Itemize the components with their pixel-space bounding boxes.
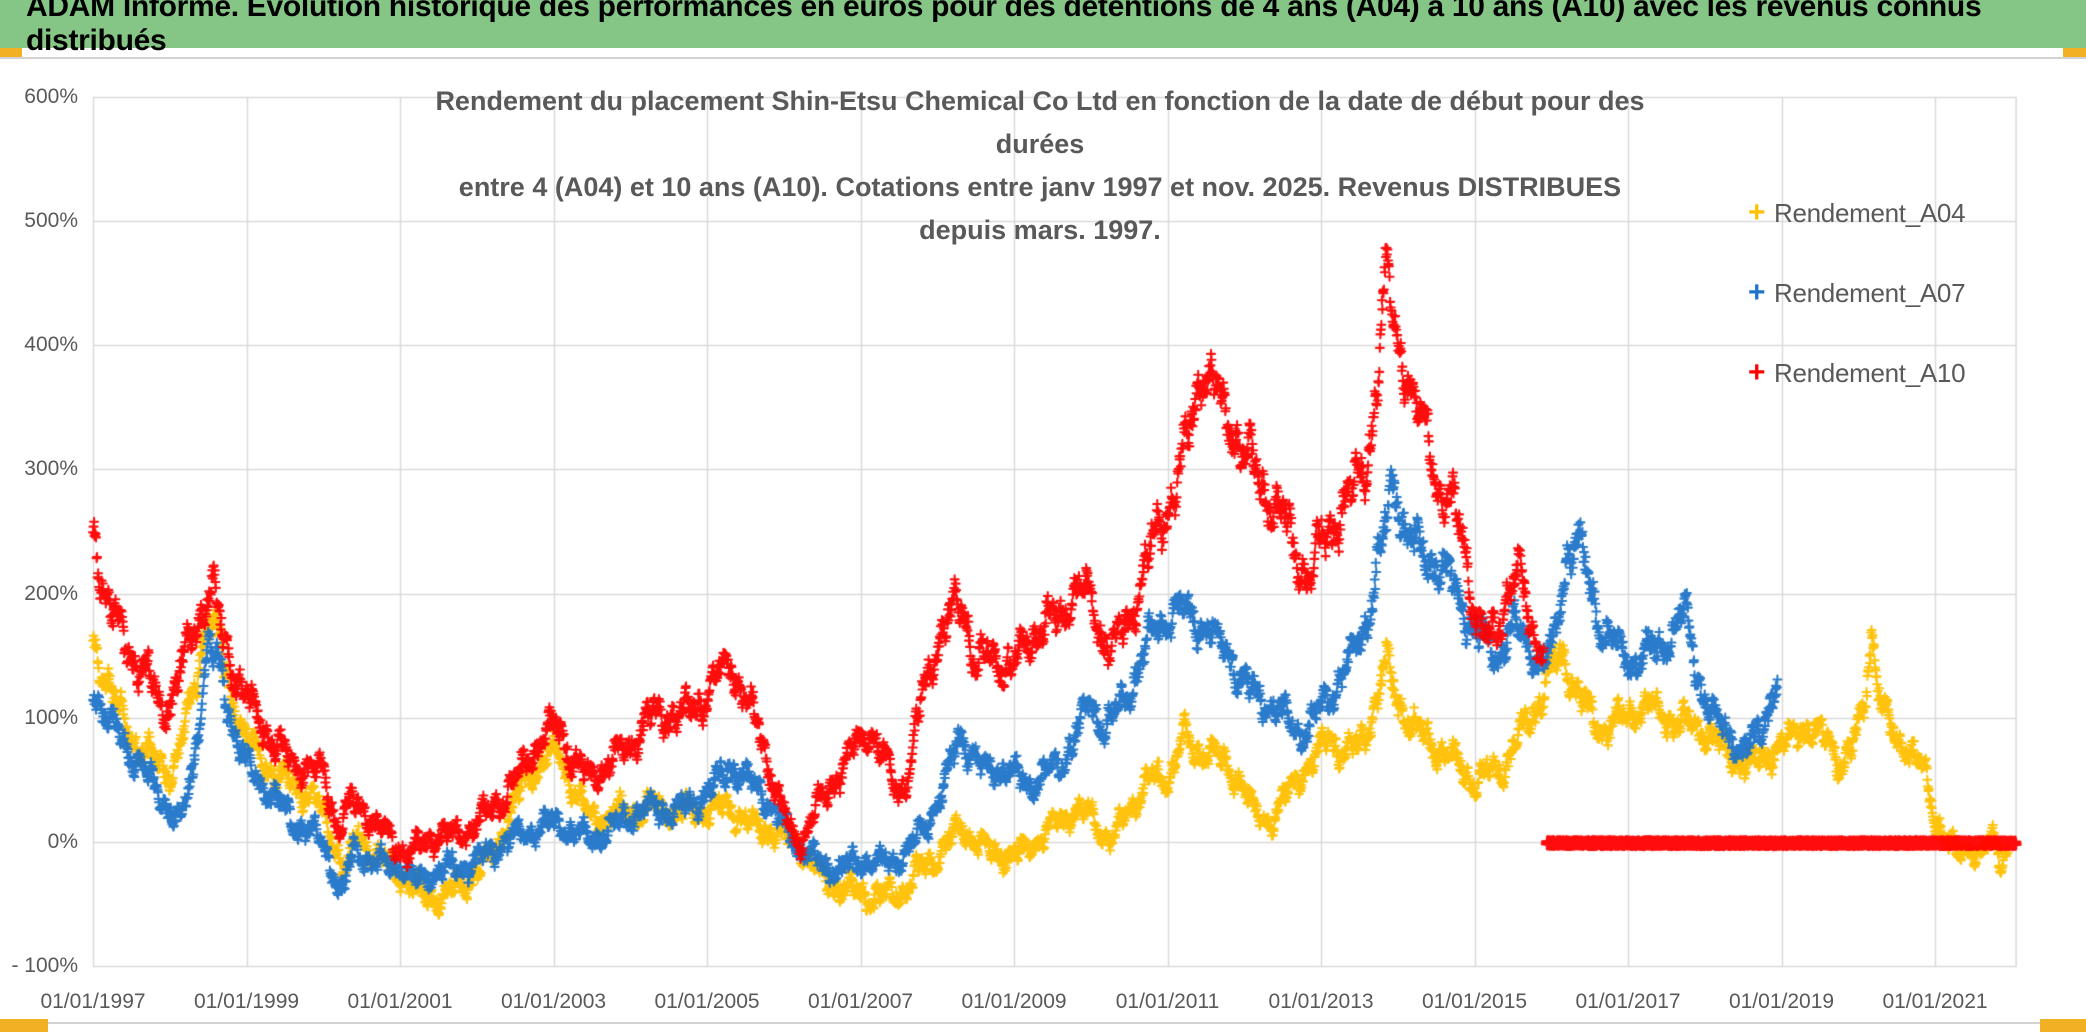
chart-title-line2: entre 4 (A04) et 10 ans (A10). Cotations… <box>458 172 1622 245</box>
y-tick-label: 0% <box>47 829 78 853</box>
chart-legend: + Rendement_A04 + Rendement_A07 + Rendem… <box>1748 196 1966 440</box>
x-tick-label: 01/01/2003 <box>500 990 607 1013</box>
x-tick-label: 01/01/2013 <box>1268 990 1374 1013</box>
y-tick-label: 500% <box>24 209 78 233</box>
legend-item-rendement-a04[interactable]: + Rendement_A04 <box>1748 196 1966 229</box>
y-tick-label: 300% <box>24 457 78 481</box>
legend-item-rendement-a10[interactable]: + Rendement_A10 <box>1748 356 1966 389</box>
y-tick-label: 200% <box>24 581 78 605</box>
y-tick-label: - 100% <box>11 954 78 978</box>
x-tick-label: 01/01/2019 <box>1728 990 1835 1013</box>
plus-marker-icon: + <box>1748 276 1766 309</box>
plus-marker-icon: + <box>1748 196 1766 229</box>
x-tick-label: 01/01/2015 <box>1421 990 1528 1013</box>
y-tick-label: 100% <box>24 705 78 729</box>
x-tick-label: 01/01/2017 <box>1575 990 1681 1013</box>
y-tick-label: 600% <box>24 85 78 109</box>
y-tick-label: 400% <box>24 333 78 357</box>
legend-label: Rendement_A04 <box>1774 197 1966 228</box>
legend-label: Rendement_A10 <box>1774 357 1966 388</box>
legend-item-rendement-a07[interactable]: + Rendement_A07 <box>1748 276 1966 309</box>
x-tick-label: 01/01/1999 <box>193 990 300 1013</box>
x-tick-label: 01/01/2009 <box>961 990 1067 1013</box>
x-tick-label: 01/01/1997 <box>40 990 146 1013</box>
x-tick-label: 01/01/2005 <box>654 990 760 1013</box>
chart-title: Rendement du placement Shin-Etsu Chemica… <box>420 80 1660 252</box>
legend-label: Rendement_A07 <box>1774 277 1966 308</box>
x-tick-label: 01/01/2011 <box>1115 990 1220 1013</box>
x-tick-label: 01/01/2007 <box>807 990 914 1013</box>
chart-title-line1: Rendement du placement Shin-Etsu Chemica… <box>435 86 1645 159</box>
x-tick-label: 01/01/2021 <box>1882 990 1988 1013</box>
x-tick-label: 01/01/2001 <box>347 990 453 1013</box>
plus-marker-icon: + <box>1748 356 1766 389</box>
